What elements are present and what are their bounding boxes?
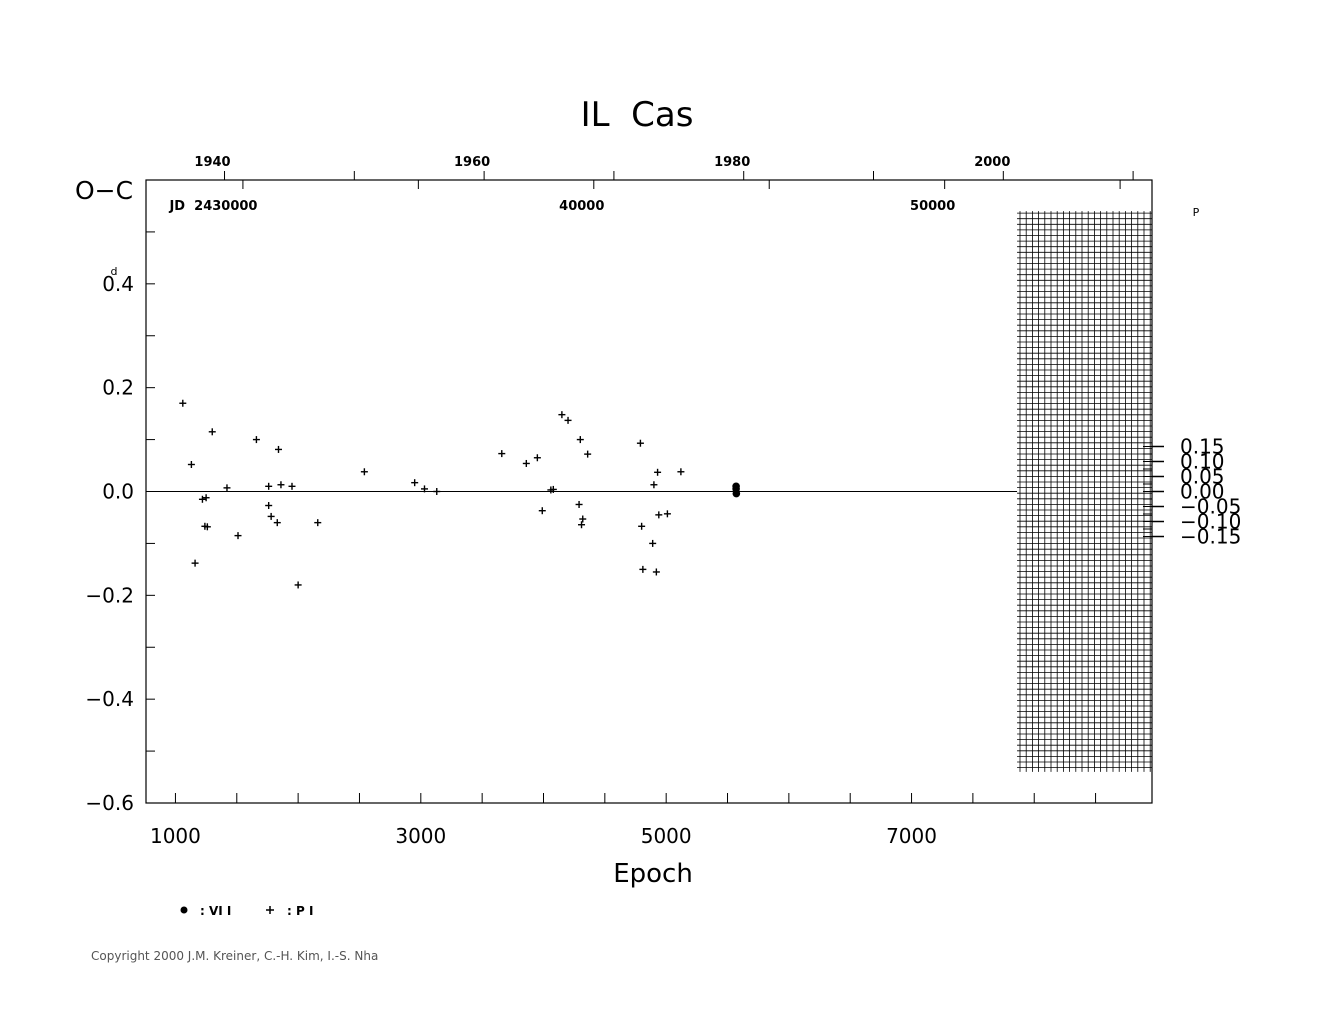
- data-point-pi: [649, 539, 657, 547]
- y-tick-label: 0.2: [102, 376, 134, 400]
- y-axis-label: O−C: [75, 176, 133, 205]
- data-point-pi: [288, 482, 296, 490]
- x-axis-label: Epoch: [613, 859, 693, 889]
- data-point-pi: [294, 581, 302, 589]
- data-point-pi: [273, 519, 281, 527]
- right-unit-label: P: [1193, 206, 1200, 219]
- y-tick-label: −0.6: [85, 791, 134, 815]
- data-point-pi: [652, 568, 660, 576]
- legend-pi-marker: [266, 906, 274, 914]
- y-tick-label: 0.4: [102, 272, 134, 296]
- x-tick-label: 3000: [395, 824, 446, 848]
- data-point-pi: [654, 468, 662, 476]
- year-tick-label: 2000: [974, 155, 1010, 170]
- data-point-pi: [187, 461, 195, 469]
- data-point-pi: [360, 468, 368, 476]
- data-point-pi: [638, 522, 646, 530]
- data-point-pi: [578, 521, 586, 529]
- data-point-pi: [265, 502, 273, 510]
- chart-title: IL Cas: [581, 95, 694, 135]
- data-point-pi: [538, 507, 546, 515]
- year-tick-label: 1940: [194, 155, 230, 170]
- data-point-pi: [191, 559, 199, 567]
- data-point-pi: [579, 515, 587, 523]
- data-point-pi: [636, 439, 644, 447]
- data-point-vi: [732, 489, 741, 498]
- data-point-pi: [267, 512, 275, 520]
- legend-vi-marker: [180, 906, 188, 914]
- data-point-pi: [533, 454, 541, 462]
- legend-vi-label: : VI I: [200, 904, 231, 918]
- right-tick-label: 0.05: [1180, 464, 1225, 488]
- data-point-pi: [223, 484, 231, 492]
- data-point-pi: [575, 500, 583, 508]
- right-tick-label: −0.15: [1180, 525, 1241, 549]
- data-point-pi: [650, 481, 658, 489]
- data-point-pi: [522, 459, 530, 467]
- jd-tick-label: JD 2430000: [168, 199, 257, 214]
- data-point-pi: [198, 495, 206, 503]
- data-point-pi: [558, 411, 566, 419]
- right-tick-label: 0.10: [1180, 449, 1225, 473]
- data-point-pi: [314, 519, 322, 527]
- x-tick-label: 5000: [641, 824, 692, 848]
- data-point-pi: [252, 436, 260, 444]
- data-point-pi: [663, 510, 671, 518]
- data-point-pi: [576, 436, 584, 444]
- x-tick-label: 7000: [886, 824, 937, 848]
- legend: : VI I : P I: [180, 904, 313, 918]
- data-point-pi: [433, 488, 441, 495]
- data-point-pi: [411, 479, 419, 487]
- right-tick-label: −0.05: [1180, 495, 1241, 519]
- y-tick-label: 0.0: [102, 480, 134, 504]
- y-tick-label: −0.4: [85, 687, 134, 711]
- data-point-pi: [265, 482, 273, 490]
- data-point-pi: [202, 494, 210, 502]
- data-point-pi: [277, 481, 285, 489]
- year-tick-label: 1960: [454, 155, 490, 170]
- x-tick-label: 1000: [150, 824, 201, 848]
- y-tick-label: −0.2: [85, 583, 134, 607]
- data-point-pi: [208, 428, 216, 436]
- copyright-notice: Copyright 2000 J.M. Kreiner, C.-H. Kim, …: [91, 949, 379, 963]
- right-tick-label: −0.10: [1180, 510, 1241, 534]
- legend-pi-label: : P I: [287, 904, 313, 918]
- year-tick-label: 1980: [714, 155, 750, 170]
- data-point-pi: [203, 523, 211, 531]
- y-unit-label: d: [111, 265, 118, 278]
- future-hatch-region: [1017, 211, 1152, 772]
- data-point-pi: [234, 532, 242, 540]
- data-point-pi: [677, 468, 685, 476]
- jd-tick-label: 40000: [559, 199, 604, 214]
- data-point-pi: [274, 445, 282, 453]
- data-point-pi: [564, 416, 572, 424]
- data-point-pi: [639, 565, 647, 573]
- data-point-pi: [584, 450, 592, 458]
- right-tick-label: 0.15: [1180, 434, 1225, 458]
- data-point-pi: [655, 511, 663, 519]
- right-tick-label: 0.00: [1180, 480, 1225, 504]
- data-point-pi: [498, 450, 506, 458]
- data-point-pi: [420, 485, 428, 493]
- data-point-pi: [179, 399, 187, 407]
- jd-tick-label: 50000: [910, 199, 955, 214]
- data-point-pi: [549, 485, 557, 493]
